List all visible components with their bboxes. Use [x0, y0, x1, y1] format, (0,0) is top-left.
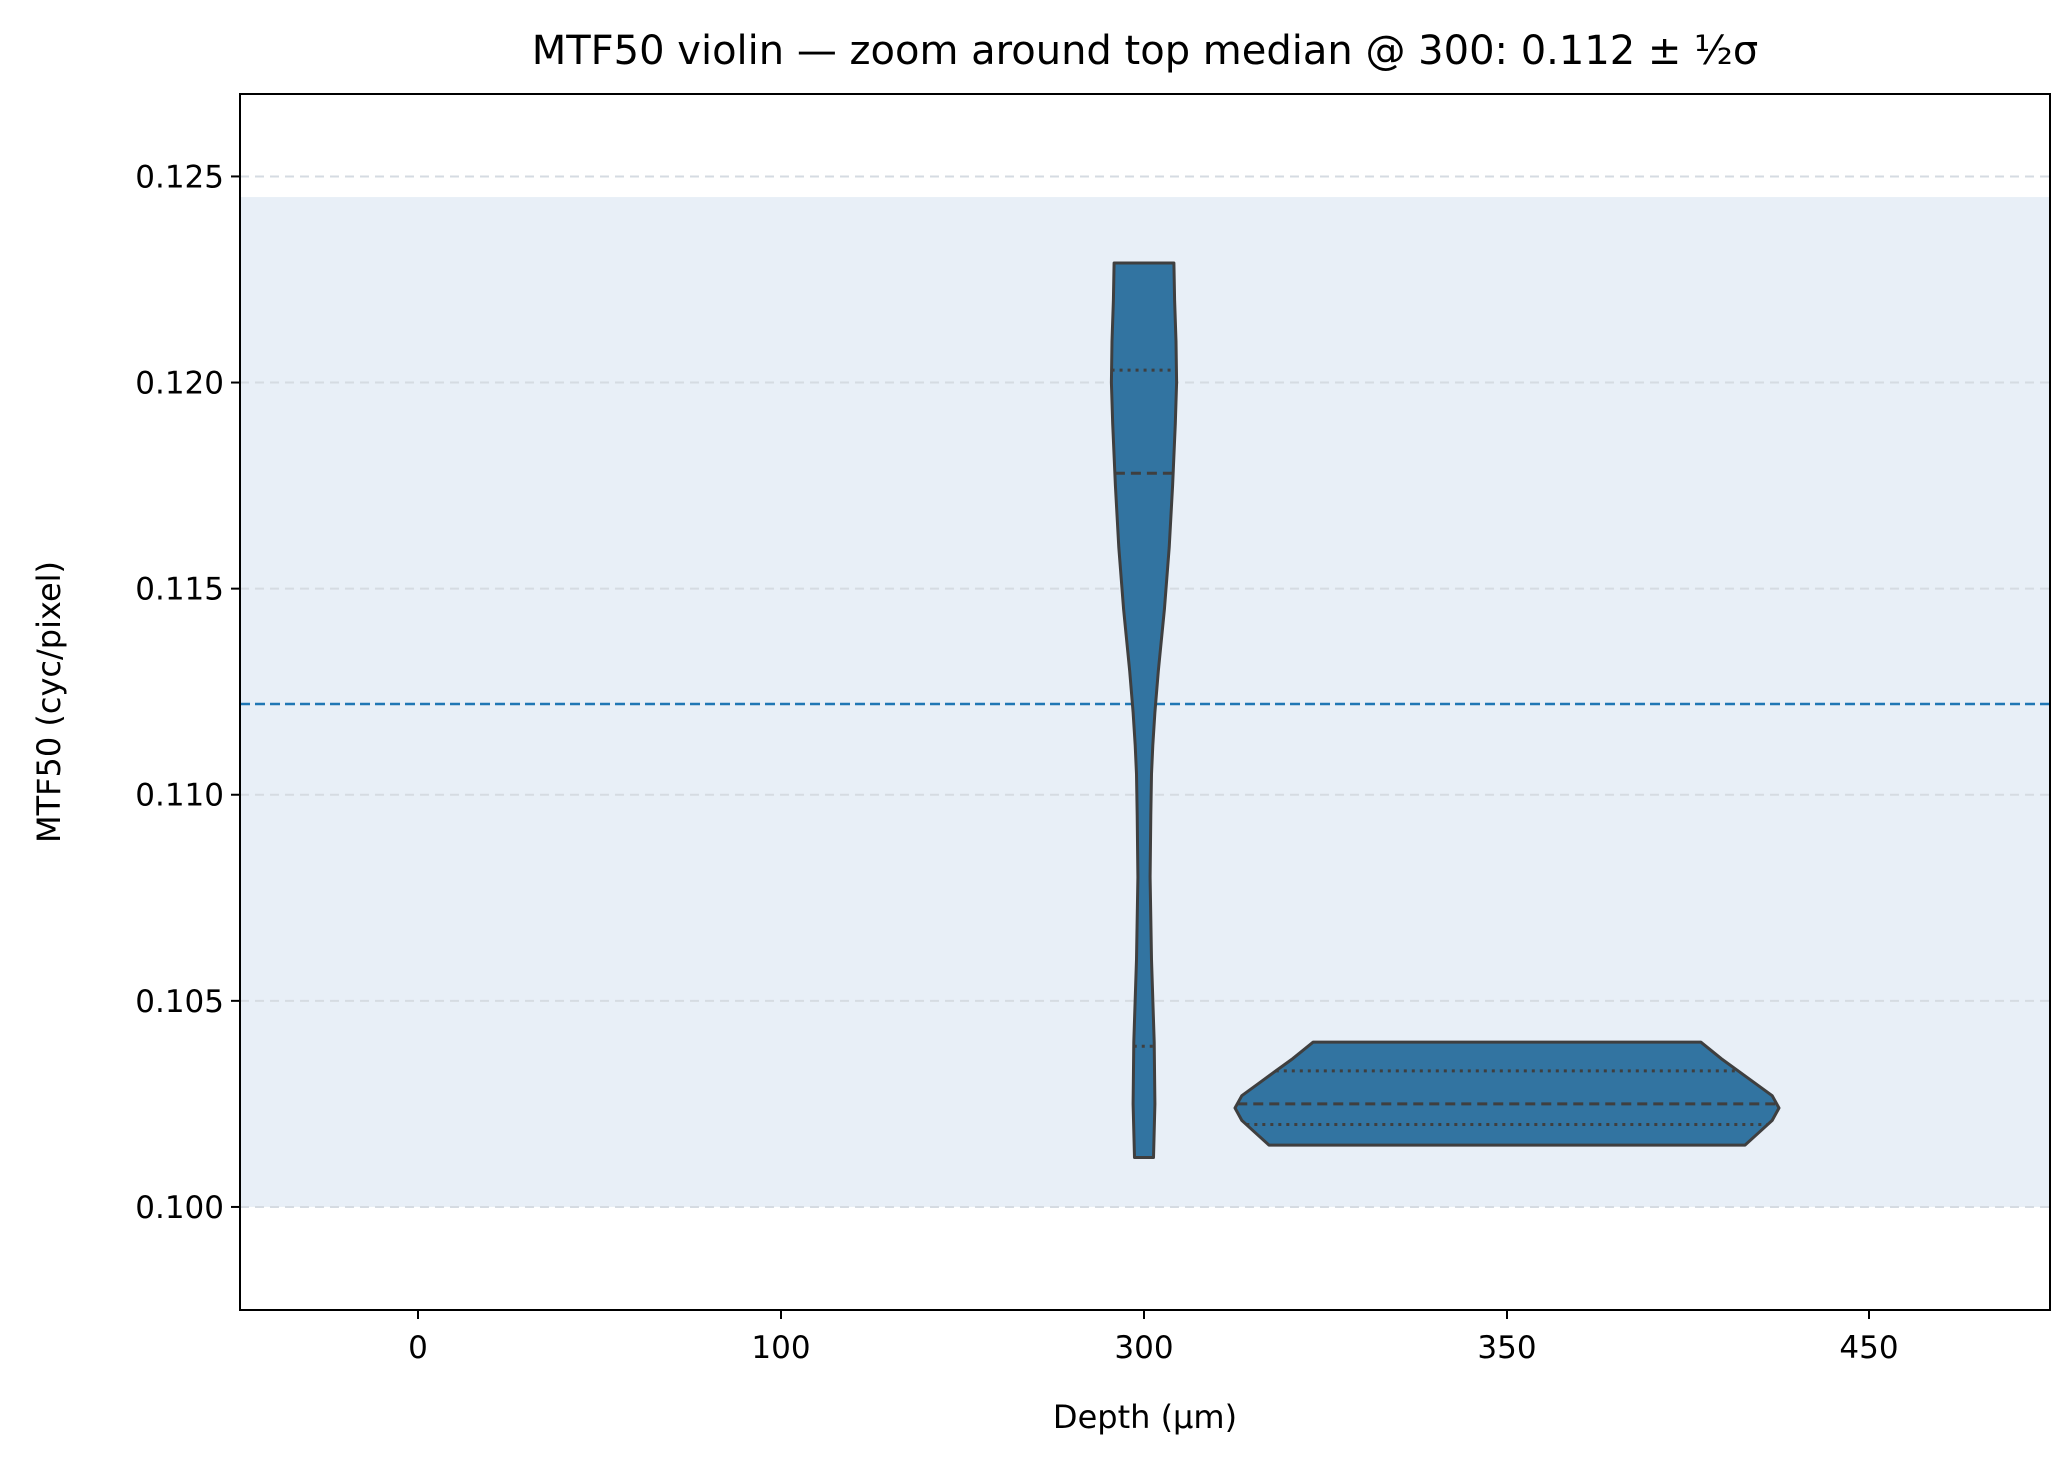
y-tick-label: 0.105: [135, 984, 224, 1020]
violin-body: [1233, 1040, 1781, 1147]
chart-title: MTF50 violin — zoom around top median @ …: [532, 28, 1759, 74]
y-tick-label: 0.110: [135, 778, 224, 814]
x-tick-label: 0: [408, 1330, 428, 1366]
y-tick-label: 0.125: [135, 159, 224, 195]
x-tick-label: 300: [1114, 1330, 1173, 1366]
violins: [1109, 261, 1781, 1159]
x-tick-label: 450: [1839, 1330, 1898, 1366]
y-axis-label: MTF50 (cyc/pixel): [30, 561, 68, 843]
x-axis: 0 100 300 350 450: [408, 1310, 1899, 1366]
x-tick-label: 100: [751, 1330, 810, 1366]
x-tick-label: 350: [1477, 1330, 1536, 1366]
y-tick-label: 0.100: [135, 1190, 224, 1226]
y-tick-label: 0.115: [135, 572, 224, 608]
violin-body: [1109, 261, 1179, 1159]
x-axis-label: Depth (µm): [1053, 1398, 1237, 1436]
y-axis: 0.100 0.105 0.110 0.115 0.120 0.125: [135, 159, 240, 1226]
y-tick-label: 0.120: [135, 366, 224, 402]
